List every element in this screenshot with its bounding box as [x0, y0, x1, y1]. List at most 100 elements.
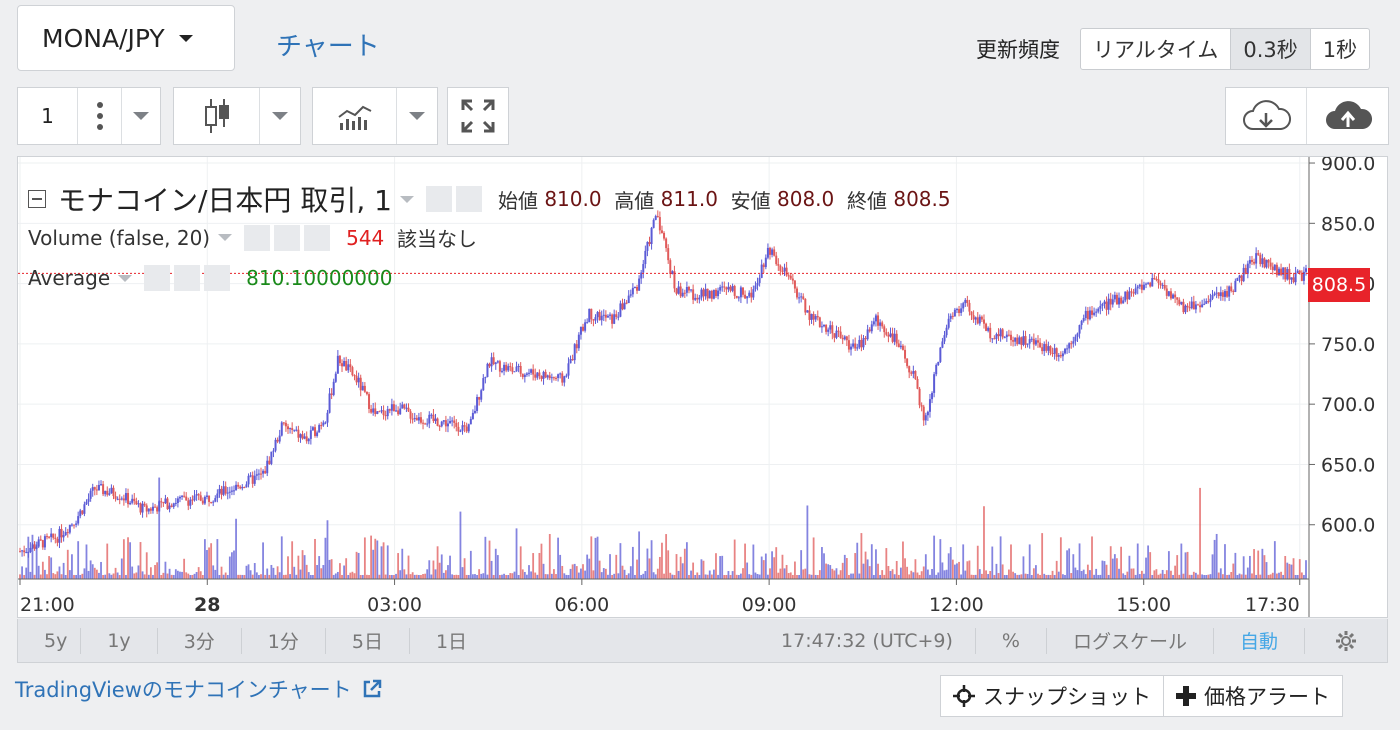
- snapshot-button[interactable]: スナップショット: [941, 676, 1164, 716]
- eye-icon[interactable]: [144, 265, 171, 291]
- freq-0-3s-button[interactable]: 0.3秒: [1231, 29, 1311, 69]
- price-alert-button[interactable]: 価格アラート: [1164, 676, 1342, 716]
- candle-body: [422, 422, 425, 424]
- fullscreen-button[interactable]: [447, 87, 509, 145]
- candle-body: [270, 451, 273, 464]
- volume-bar: [997, 573, 1000, 579]
- volume-bar: [293, 566, 296, 579]
- chevron-down-icon[interactable]: [218, 234, 233, 241]
- candle-body: [924, 415, 927, 421]
- tradingview-link[interactable]: TradingViewのモナコインチャート: [15, 674, 382, 704]
- candle-body: [906, 358, 909, 367]
- candle-body: [1113, 294, 1116, 300]
- close-icon[interactable]: [204, 265, 231, 291]
- more-vertical-icon[interactable]: [78, 88, 122, 144]
- gear-icon[interactable]: [1305, 628, 1387, 654]
- candle-body: [561, 373, 564, 383]
- indicators-toolbar: [312, 87, 438, 145]
- interval-value[interactable]: 1: [18, 88, 78, 144]
- chart-type-dropdown[interactable]: [260, 88, 300, 144]
- pair-selector[interactable]: MONA/JPY: [17, 5, 235, 71]
- candle-body: [970, 311, 973, 316]
- range-5y-button[interactable]: 5y: [18, 627, 82, 654]
- close-icon[interactable]: [304, 224, 331, 251]
- range-1d-button[interactable]: 1日: [435, 631, 468, 653]
- candle-body: [879, 322, 882, 326]
- gear-icon[interactable]: [274, 224, 301, 251]
- volume-bar: [845, 558, 848, 579]
- eye-icon[interactable]: [244, 224, 271, 251]
- candle-body: [104, 490, 107, 495]
- external-link-icon: [363, 679, 381, 698]
- volume-bar: [661, 542, 663, 579]
- candle-body: [490, 357, 493, 367]
- volume-bar: [336, 571, 339, 579]
- chevron-down-icon[interactable]: [399, 195, 414, 203]
- candle-body: [110, 487, 113, 494]
- volume-bar: [52, 573, 55, 579]
- volume-bar: [1303, 574, 1305, 579]
- price-chart[interactable]: 900.0850.0800.0750.0700.0650.0600.021:00…: [18, 157, 1387, 617]
- volume-bar: [902, 541, 904, 579]
- gear-icon[interactable]: [174, 265, 201, 291]
- range-1m-button[interactable]: 1分: [242, 627, 326, 654]
- y-tick-label: 600.0: [1321, 515, 1375, 537]
- candle-body: [1280, 268, 1283, 275]
- volume-bar: [176, 570, 179, 579]
- volume-bar: [1280, 571, 1282, 579]
- range-5d-button[interactable]: 5日: [326, 627, 410, 654]
- volume-bar: [305, 564, 308, 579]
- candle-body: [669, 260, 672, 274]
- volume-bar: [241, 574, 244, 579]
- chart-panel[interactable]: 900.0850.0800.0750.0700.0650.0600.021:00…: [17, 156, 1388, 618]
- volume-bar: [1190, 574, 1193, 579]
- candle-body: [750, 292, 753, 298]
- volume-bar: [652, 572, 655, 579]
- percent-toggle[interactable]: %: [976, 627, 1047, 654]
- candle-body: [272, 450, 275, 452]
- candle-body: [698, 297, 701, 300]
- cloud-download-icon[interactable]: [1226, 88, 1307, 144]
- candle-body: [582, 326, 585, 331]
- auto-scale-toggle[interactable]: 自動: [1214, 627, 1305, 654]
- candle-body: [168, 505, 171, 510]
- freq-realtime-button[interactable]: リアルタイム: [1081, 29, 1232, 69]
- volume-bar: [457, 574, 460, 579]
- x-tick-label: 03:00: [367, 594, 422, 616]
- candle-body: [889, 333, 892, 337]
- interval-dropdown[interactable]: [122, 88, 160, 144]
- collapse-icon[interactable]: [28, 190, 46, 208]
- volume-bar: [422, 574, 424, 579]
- volume-bar: [862, 563, 865, 579]
- volume-bar: [1109, 546, 1112, 579]
- crosshair-icon: [953, 685, 975, 707]
- candle-body: [64, 532, 67, 536]
- range-1y-button[interactable]: 1y: [81, 627, 158, 654]
- volume-bar: [829, 565, 832, 579]
- volume-bar: [561, 565, 564, 579]
- volume-bar: [1255, 574, 1258, 579]
- candle-body: [208, 495, 211, 502]
- candle-body: [438, 425, 441, 427]
- candlestick-icon[interactable]: [174, 88, 260, 144]
- freq-1s-button[interactable]: 1秒: [1322, 38, 1358, 62]
- candle-body: [827, 329, 830, 332]
- candle-body: [482, 378, 485, 391]
- indicators-icon[interactable]: [313, 88, 397, 144]
- range-3m-button[interactable]: 3分: [158, 627, 242, 654]
- indicators-dropdown[interactable]: [397, 88, 437, 144]
- chevron-down-icon[interactable]: [118, 274, 133, 282]
- volume-bar: [1078, 543, 1081, 579]
- cloud-upload-icon[interactable]: [1307, 88, 1388, 144]
- candle-body: [73, 524, 76, 526]
- tab-chart[interactable]: チャート: [276, 32, 380, 62]
- eye-icon[interactable]: [425, 186, 452, 212]
- candle-body: [37, 539, 40, 547]
- log-scale-toggle[interactable]: ログスケール: [1047, 627, 1214, 654]
- candle-body: [517, 366, 520, 368]
- candle-body: [544, 371, 547, 378]
- volume-bar: [1091, 536, 1093, 579]
- candle-body: [1176, 297, 1179, 300]
- candle-body: [284, 422, 287, 427]
- gear-icon[interactable]: [455, 186, 482, 212]
